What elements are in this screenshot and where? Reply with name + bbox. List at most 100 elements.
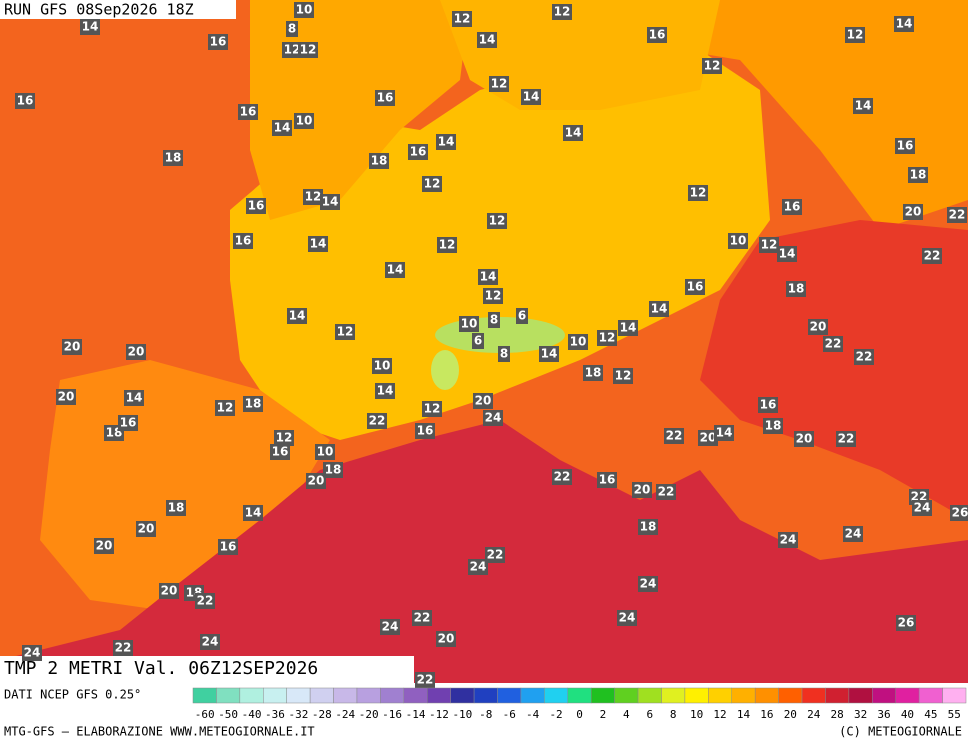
temp-label: 18 — [788, 282, 805, 296]
temp-label: 10 — [296, 3, 313, 17]
temp-label: 6 — [518, 309, 526, 323]
temp-label: 20 — [138, 522, 155, 536]
label-box — [415, 672, 435, 688]
label-box — [335, 324, 355, 340]
label-box — [836, 431, 856, 447]
label-box — [539, 346, 559, 362]
temp-label: 12 — [217, 401, 234, 415]
label-box — [159, 583, 179, 599]
temp-label: 20 — [796, 432, 813, 446]
temp-label: 24 — [470, 560, 487, 574]
colorbar-tick: -28 — [312, 708, 332, 721]
temp-label: 12 — [424, 402, 441, 416]
color-swatch — [216, 687, 241, 704]
temp-label: 12 — [489, 214, 506, 228]
temp-label: 16 — [687, 280, 704, 294]
label-box — [782, 199, 802, 215]
temp-label: 18 — [585, 366, 602, 380]
color-swatch — [614, 687, 639, 704]
temp-label: 20 — [700, 431, 717, 445]
temp-label: 24 — [914, 501, 931, 515]
colorbar-tick: 45 — [924, 708, 937, 721]
temp-label: 20 — [308, 474, 325, 488]
label-box — [908, 167, 928, 183]
label-box — [950, 505, 968, 521]
label-box — [685, 279, 705, 295]
colorbar-tick: -36 — [265, 708, 285, 721]
label-box — [274, 430, 294, 446]
temp-label: 16 — [410, 145, 427, 159]
color-swatch — [684, 687, 709, 704]
temp-label: 12 — [599, 331, 616, 345]
temp-label: 16 — [235, 234, 252, 248]
label-box — [459, 316, 479, 332]
temp-label: 22 — [856, 350, 873, 364]
temp-label: 20 — [64, 340, 81, 354]
color-swatch — [333, 687, 358, 704]
colorbar-tick: 16 — [760, 708, 773, 721]
label-box — [372, 358, 392, 374]
colorbar-tick: 2 — [600, 708, 607, 721]
label-box — [468, 559, 488, 575]
temp-label: 20 — [475, 394, 492, 408]
colorbar-tick: 24 — [807, 708, 821, 721]
temp-label: 10 — [730, 234, 747, 248]
label-box — [270, 444, 290, 460]
colorbar-tick: 40 — [901, 708, 914, 721]
label-box — [412, 610, 432, 626]
label-box — [647, 27, 667, 43]
label-box — [243, 505, 263, 521]
colorbar-tick: 36 — [877, 708, 890, 721]
label-box — [759, 237, 779, 253]
colorbar-tick: -8 — [479, 708, 492, 721]
label-box — [498, 346, 510, 362]
temp-label: 14 — [480, 270, 497, 284]
label-box — [702, 58, 722, 74]
label-box — [473, 393, 493, 409]
label-box — [238, 104, 258, 120]
temp-label: 14 — [620, 321, 637, 335]
colorbar-tick: 4 — [623, 708, 630, 721]
label-box — [845, 27, 865, 43]
label-box — [664, 428, 684, 444]
temp-label: 12 — [439, 238, 456, 252]
temp-label: 22 — [414, 611, 431, 625]
temp-label: 22 — [949, 208, 966, 222]
color-swatch — [544, 687, 569, 704]
color-swatch — [497, 687, 522, 704]
credit: MTG-GFS — ELABORAZIONE WWW.METEOGIORNALE… — [4, 725, 315, 739]
color-swatch — [286, 687, 311, 704]
temp-label: 16 — [220, 540, 237, 554]
title-box — [0, 656, 414, 683]
label-box — [243, 396, 263, 412]
label-box — [758, 397, 778, 413]
label-box — [618, 320, 638, 336]
temp-label: 14 — [541, 347, 558, 361]
colorbar-tick: 28 — [831, 708, 844, 721]
temp-label: 22 — [417, 673, 434, 687]
temp-label: 18 — [325, 463, 342, 477]
temp-label: 12 — [704, 59, 721, 73]
temp-label: 10 — [296, 114, 313, 128]
temp-label: 10 — [570, 335, 587, 349]
colorbar-tick: 0 — [576, 708, 583, 721]
temp-label: 16 — [272, 445, 289, 459]
temp-label: 16 — [760, 398, 777, 412]
temp-label: 22 — [115, 641, 132, 655]
label-box — [308, 236, 328, 252]
label-box — [583, 365, 603, 381]
temp-label: 14 — [377, 384, 394, 398]
colorbar-tick: -60 — [195, 708, 215, 721]
colorbar-tick: 8 — [670, 708, 677, 721]
temp-label: 18 — [245, 397, 262, 411]
temp-label: 16 — [377, 91, 394, 105]
temp-label: 10 — [461, 317, 478, 331]
label-box — [166, 500, 186, 516]
temp-label: 14 — [479, 33, 496, 47]
temp-label: 16 — [210, 35, 227, 49]
temp-label: 12 — [615, 369, 632, 383]
color-swatch — [918, 687, 943, 704]
temp-label: 18 — [165, 151, 182, 165]
temp-label: 8 — [500, 347, 508, 361]
label-box — [56, 389, 76, 405]
